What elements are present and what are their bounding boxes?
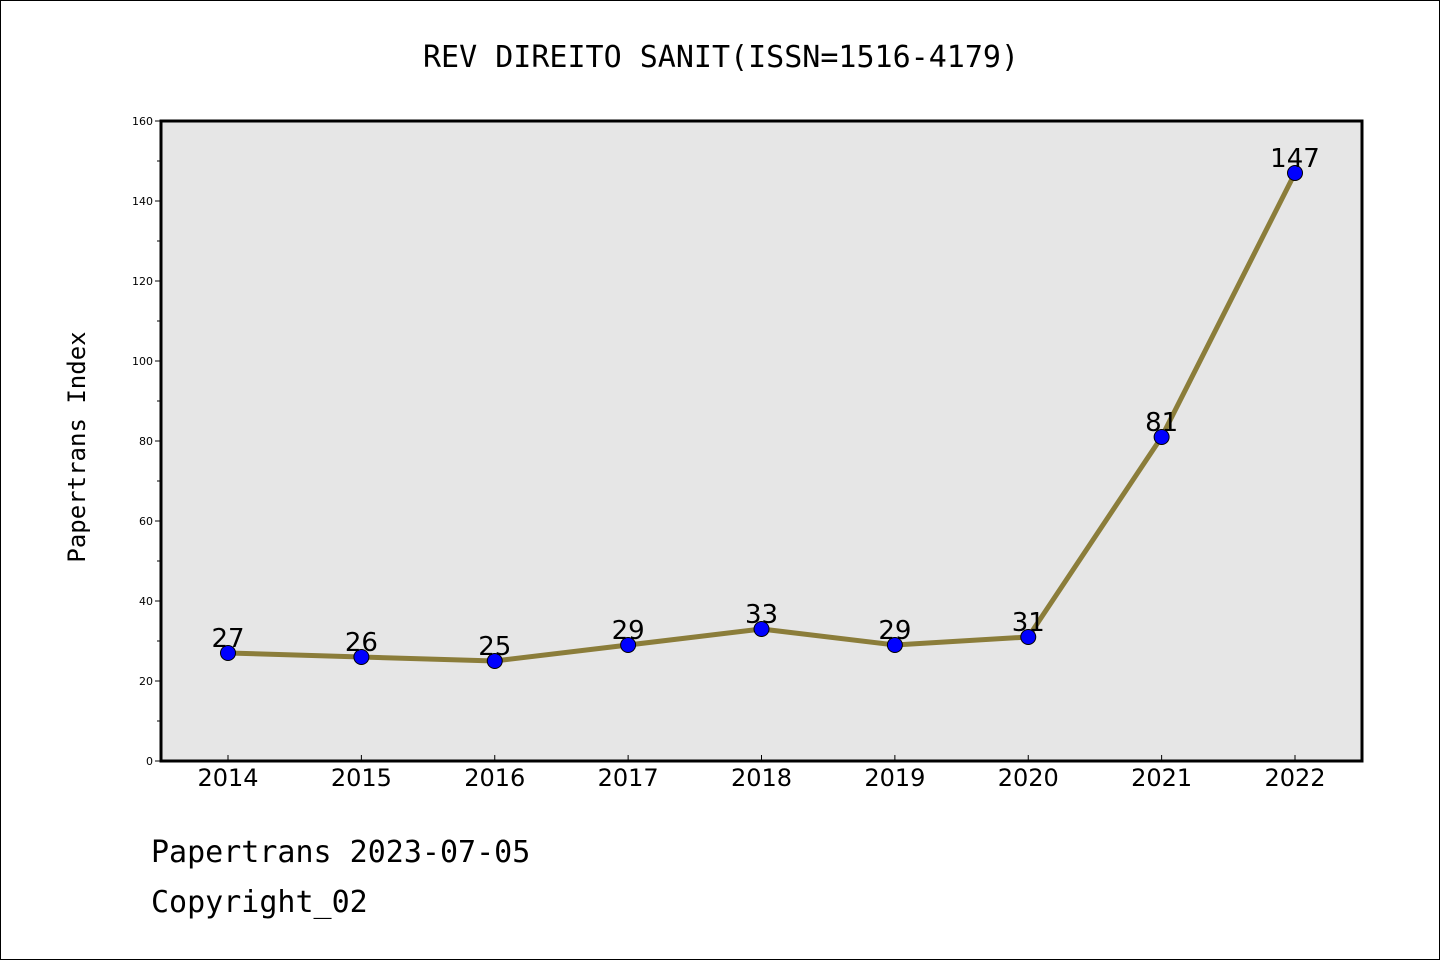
- data-point: [1287, 165, 1303, 181]
- footer-copyright: Copyright_02: [151, 885, 368, 920]
- data-label: 27: [211, 624, 244, 654]
- y-tick-label: 0: [146, 755, 153, 768]
- data-label: 81: [1145, 408, 1178, 438]
- y-tick-label: 100: [132, 355, 153, 368]
- data-label: 147: [1270, 144, 1320, 174]
- x-axis: 2014 2015 2016 2017 2018 2019 2020 2021 2022: [197, 755, 1326, 792]
- footer-date-line: Papertrans 2023-07-05: [151, 835, 531, 870]
- y-axis: 0 20 40 60 80 100 120 140 160: [132, 115, 161, 768]
- data-point: [220, 645, 236, 661]
- data-point: [620, 637, 637, 653]
- data-point: [886, 637, 903, 653]
- y-tick-label: 80: [139, 435, 153, 448]
- x-tick-label: 2016: [464, 764, 525, 792]
- x-tick-label: 2014: [197, 764, 258, 792]
- data-label: 33: [745, 600, 778, 630]
- y-tick-label: 20: [139, 675, 153, 688]
- data-point: [1153, 429, 1170, 445]
- data-point: [486, 653, 503, 669]
- data-label: 25: [478, 632, 511, 662]
- y-tick-label: 140: [132, 195, 153, 208]
- x-tick-label: 2019: [864, 764, 925, 792]
- data-point: [353, 649, 370, 665]
- data-label: 29: [612, 616, 645, 646]
- data-label: 31: [1012, 608, 1045, 638]
- data-point: [1020, 629, 1037, 645]
- x-tick-label: 2021: [1131, 764, 1192, 792]
- plot-area: [159, 119, 1364, 763]
- chart-title: REV DIREITO SANIT(ISSN=1516-4179): [423, 40, 1019, 75]
- y-tick-label: 160: [132, 115, 153, 128]
- series-layer: [220, 165, 1303, 669]
- y-tick-label: 40: [139, 595, 153, 608]
- data-labels: 27 26 25 29 33 29 31 81 147: [211, 144, 1319, 662]
- data-label: 26: [345, 628, 378, 658]
- y-tick-label: 120: [132, 275, 153, 288]
- y-axis-label: Papertrans Index: [63, 331, 91, 562]
- data-point: [753, 621, 770, 637]
- x-tick-label: 2018: [731, 764, 792, 792]
- y-tick-label: 60: [139, 515, 153, 528]
- data-label: 29: [878, 616, 911, 646]
- x-tick-label: 2020: [998, 764, 1059, 792]
- x-tick-label: 2022: [1264, 764, 1325, 792]
- x-tick-label: 2015: [331, 764, 392, 792]
- x-tick-label: 2017: [598, 764, 659, 792]
